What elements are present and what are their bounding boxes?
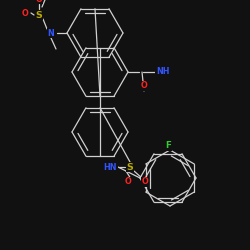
Text: O: O [22,8,29,18]
Text: S: S [36,10,43,20]
Text: NH: NH [156,68,170,76]
Text: O: O [140,82,147,90]
Text: O: O [124,178,132,186]
Text: O: O [142,178,148,186]
Text: HN: HN [103,162,117,172]
Text: N: N [48,28,54,38]
Text: S: S [127,162,134,172]
Text: O: O [36,0,43,4]
Text: F: F [165,141,171,150]
